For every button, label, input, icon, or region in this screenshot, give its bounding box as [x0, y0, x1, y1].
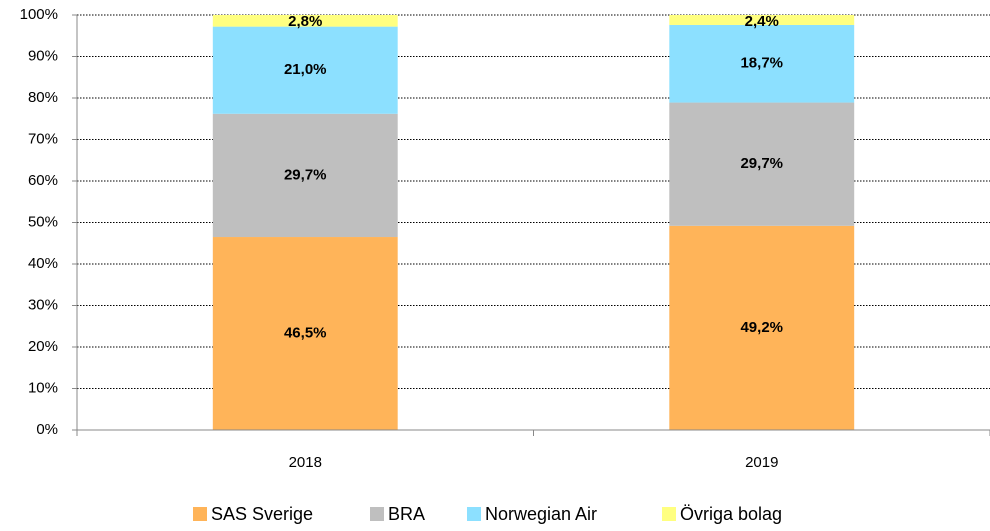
value-label: 49,2%: [740, 319, 783, 336]
legend-swatch: [370, 507, 384, 521]
value-label: 29,7%: [740, 155, 783, 172]
x-tick-label: 2018: [289, 454, 322, 471]
legend-label: SAS Sverige: [211, 504, 313, 524]
legend-swatch: [467, 507, 481, 521]
y-tick-label: 90%: [28, 47, 58, 64]
y-tick-label: 30%: [28, 296, 58, 313]
bar-segment: [212, 26, 398, 114]
legend-label: BRA: [388, 504, 425, 524]
bar-segment: [669, 15, 855, 25]
y-tick-label: 100%: [20, 6, 58, 23]
value-label: 2,8%: [288, 13, 322, 30]
legend-swatch: [193, 507, 207, 521]
legend-label: Övriga bolag: [680, 504, 782, 524]
y-tick-label: 80%: [28, 89, 58, 106]
legend-swatch: [662, 507, 676, 521]
value-label: 29,7%: [284, 166, 327, 183]
x-tick-label: 2019: [745, 454, 778, 471]
y-tick-label: 70%: [28, 130, 58, 147]
y-tick-label: 10%: [28, 379, 58, 396]
value-label: 21,0%: [284, 61, 327, 78]
value-label: 2,4%: [745, 13, 779, 30]
bar-segment: [212, 237, 398, 430]
value-label: 46,5%: [284, 324, 327, 341]
bar-segment: [212, 113, 398, 238]
y-tick-label: 50%: [28, 213, 58, 230]
y-tick-label: 60%: [28, 172, 58, 189]
legend-label: Norwegian Air: [485, 504, 597, 524]
y-tick-label: 20%: [28, 338, 58, 355]
y-tick-label: 40%: [28, 255, 58, 272]
value-label: 18,7%: [740, 55, 783, 72]
bar-segment: [212, 15, 398, 27]
y-tick-label: 0%: [36, 421, 58, 438]
bar-segment: [669, 24, 855, 103]
bar-segment: [669, 225, 855, 430]
bar-segment: [669, 102, 855, 226]
